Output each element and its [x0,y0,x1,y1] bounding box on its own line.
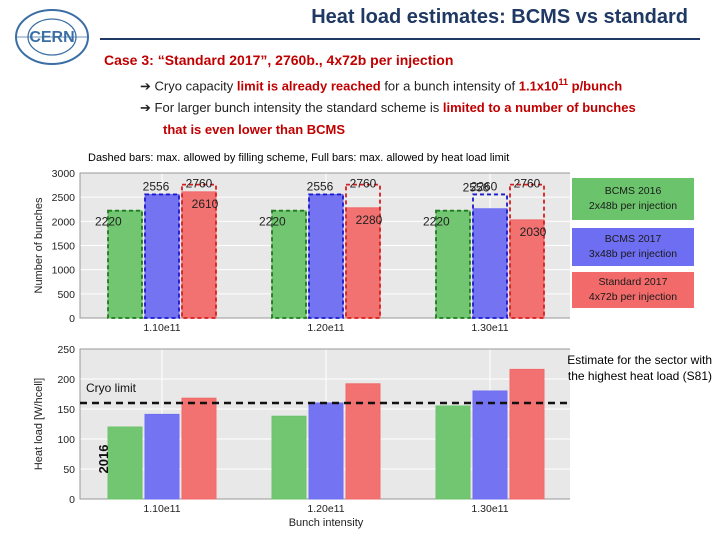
data-label-bcms2017: 2260 [471,179,498,193]
y-tick-label: 500 [57,289,75,301]
x-tick-label: 1.20e11 [307,322,344,334]
bullet-bunch-limit-line2: that is even lower than BCMS [163,122,346,137]
side-note: Estimate for the sector with the highest… [567,353,712,383]
limit-label-std2017: 2760 [350,177,377,191]
y-tick-label: 250 [57,344,75,356]
bar-bcms2017-1.30e11 [472,208,508,319]
bar-bcms2016-1.20e11 [271,415,307,500]
limit-bcms2017-1.20e11 [308,193,344,319]
cern-logo-text: CERN [29,29,74,46]
page-title: Heat load estimates: BCMS vs standard [311,6,688,28]
cern-logo: CERN [15,9,89,65]
x-tick-label: 1.30e11 [471,322,508,334]
bar-std2017-1.30e11 [509,219,545,319]
y-axis-label: Heat load [W/hcell] [33,378,45,470]
cryo-limit-label: Cryo limit [86,381,137,395]
limit-bcms2016-1.30e11 [435,209,471,319]
bar-bcms2017-1.30e11 [472,390,508,500]
data-label-bcms2016: 2220 [423,215,450,229]
bullet-cryo-limit: ➔ Cryo capacity limit is already reached… [140,77,623,94]
limit-std2017-1.10e11 [181,183,217,319]
data-label-std2017: 2280 [356,213,383,227]
x-tick-label: 1.20e11 [307,503,344,515]
arrow-icon: ➔ [140,78,151,94]
legend-bcms-2016: BCMS 2016 2x48b per injection [572,178,694,220]
limit-label-bcms2017: 2556 [463,180,490,194]
y-tick-label: 3000 [52,168,76,180]
y-tick-label: 2500 [52,192,76,204]
limit-label-std2017: 2760 [514,177,541,191]
limit-std2017-1.20e11 [345,183,381,319]
heat-load-chart: 0 50 100 150 200 250 1.10e11 1.20e11 1.30e11 Heat… [33,344,570,529]
data-label-bcms2016: 2220 [95,215,122,229]
bar-std2017-1.10e11 [181,397,217,500]
y-tick-label: 200 [57,374,75,386]
bar-bcms2016-1.10e11 [107,426,143,500]
bar-bcms2016-1.20e11 [271,210,307,319]
y-tick-label: 1500 [52,241,76,253]
y-tick-label: 100 [57,434,75,446]
x-tick-label: 1.10e11 [143,322,180,334]
x-axis-label: Bunch intensity [289,517,364,529]
legend-bcms-2017: BCMS 2017 3x48b per injection [572,228,694,266]
bunches-chart: 0 500 1000 1500 2000 2500 3000 1.10e11 1.20e11 1.… [33,168,570,334]
bullet-bunch-limit: ➔ For larger bunch intensity the standar… [140,100,636,115]
bar-std2017-1.10e11 [181,191,217,319]
arrow-icon: ➔ [140,100,151,115]
data-label-bcms2017: 2556 [307,179,334,193]
limit-bcms2017-1.30e11 [472,193,508,319]
y-tick-label: 0 [69,313,75,325]
x-tick-label: 1.30e11 [471,503,508,515]
year-label: 2016 [96,445,111,474]
title-divider [100,38,700,40]
bar-bcms2016-1.30e11 [435,405,471,500]
bar-bcms2017-1.10e11 [144,413,180,500]
chart-note: Dashed bars: max. allowed by filling sch… [88,152,510,164]
limit-label-std2017: 2760 [186,177,213,191]
y-tick-label: 150 [57,404,75,416]
bar-std2017-1.20e11 [345,207,381,319]
y-tick-label: 2000 [52,216,76,228]
limit-bcms2016-1.10e11 [107,209,143,319]
data-label-std2017: 2610 [192,197,219,211]
bar-std2017-1.30e11 [509,368,545,500]
y-axis-label: Number of bunches [33,197,45,293]
bar-bcms2017-1.20e11 [308,193,344,319]
bar-bcms2017-1.20e11 [308,402,344,500]
case-heading: Case 3: “Standard 2017”, 2760b., 4x72b p… [104,52,454,68]
limit-bcms2016-1.20e11 [271,209,307,319]
y-tick-label: 50 [63,464,75,476]
data-label-std2017: 2030 [520,225,547,239]
bar-bcms2016-1.30e11 [435,210,471,319]
legend-standard-2017: Standard 2017 4x72b per injection [572,272,694,308]
x-tick-label: 1.10e11 [143,503,180,515]
limit-bcms2017-1.10e11 [144,193,180,319]
limit-std2017-1.30e11 [509,183,545,319]
y-tick-label: 1000 [52,265,76,277]
y-tick-label: 0 [69,494,75,506]
bar-std2017-1.20e11 [345,383,381,500]
data-label-bcms2016: 2220 [259,215,286,229]
data-label-bcms2017: 2556 [143,179,170,193]
bar-bcms2017-1.10e11 [144,193,180,319]
